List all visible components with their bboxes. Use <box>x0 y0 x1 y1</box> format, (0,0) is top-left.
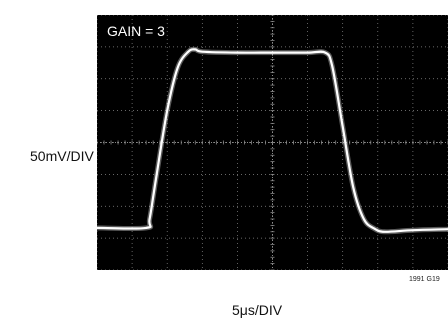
gain-annotation: GAIN = 3 <box>107 23 165 39</box>
series-line <box>97 48 448 233</box>
oscilloscope-display: GAIN = 3 <box>97 15 448 270</box>
figure-id: 1991 G19 <box>409 276 440 283</box>
grid <box>97 15 448 270</box>
chart-plot: GAIN = 3 <box>97 15 448 270</box>
y-axis-label: 50mV/DIV <box>30 148 94 164</box>
x-axis-label: 5μs/DIV <box>232 302 283 318</box>
